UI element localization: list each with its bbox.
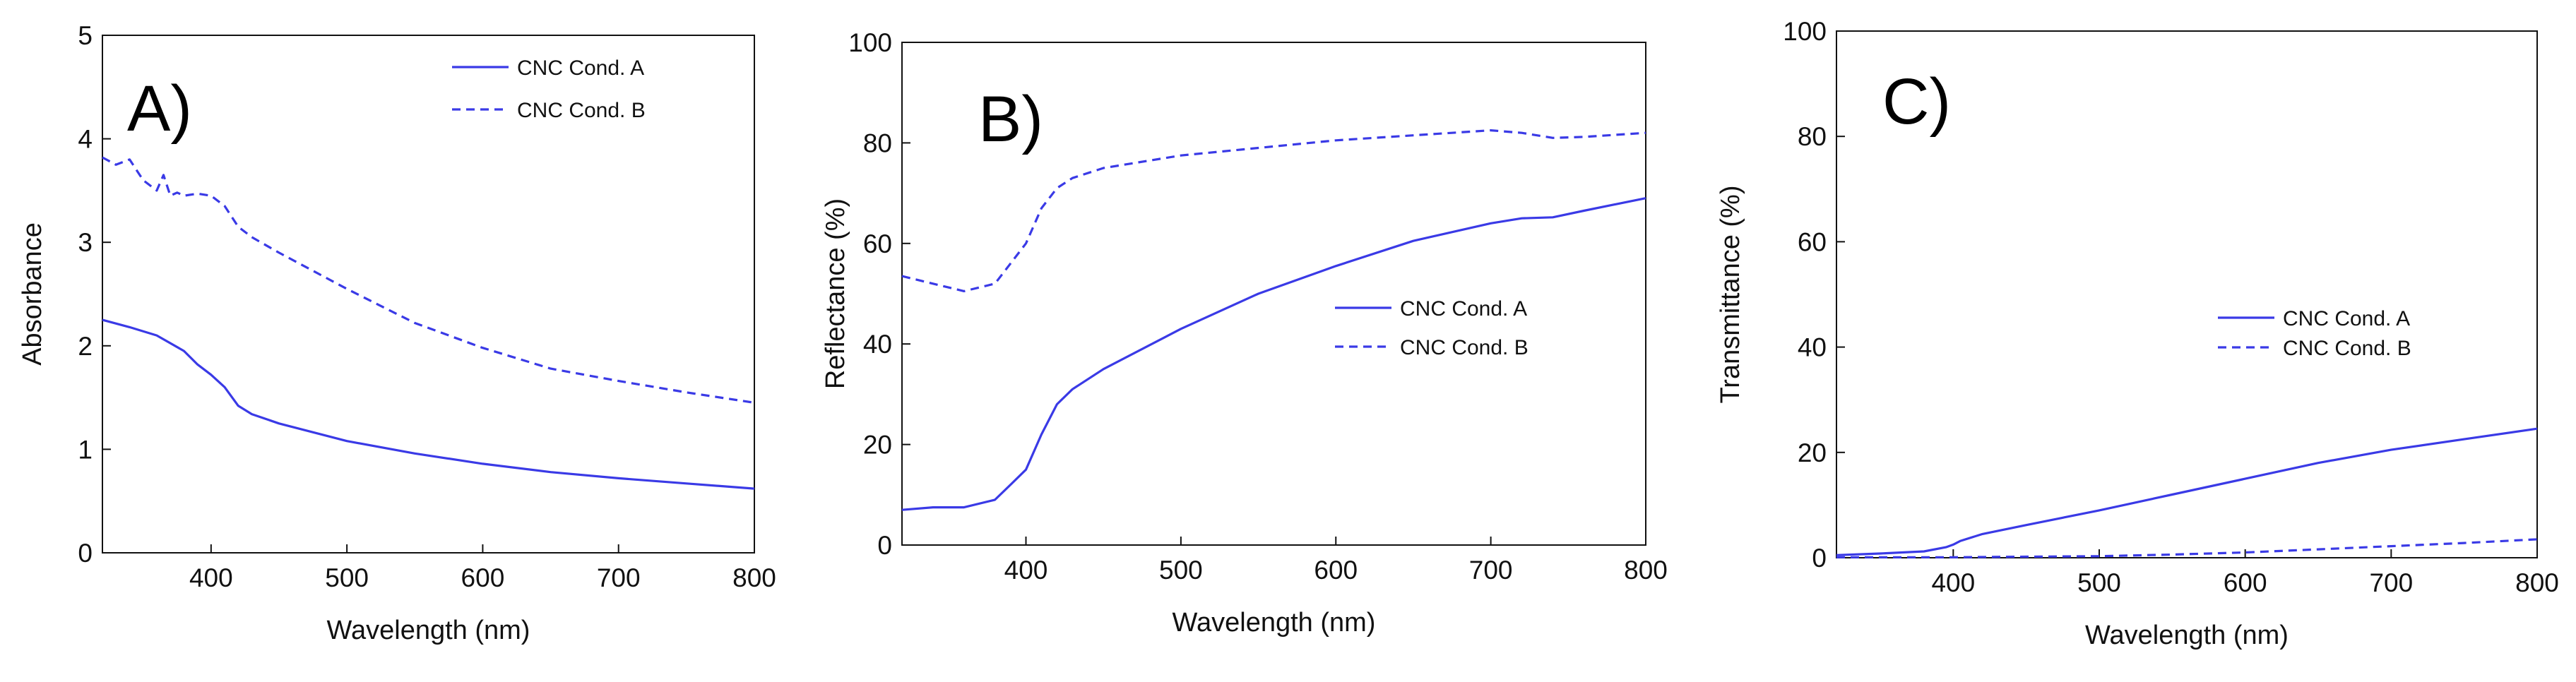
panel-b: B) Wavelength (nm) Reflectance (%) 400 50… — [821, 28, 1668, 638]
panel-a-series-cond-b-line — [102, 156, 755, 404]
panel-b-series-cond-b-line — [901, 129, 1646, 292]
panel-a-y-tick-label-3: 3 — [78, 228, 93, 257]
panel-c-y-tick-label-80: 80 — [1798, 122, 1827, 151]
panel-a-legend-label-cond-a: CNC Cond. A — [517, 56, 644, 80]
panel-b-x-tick-label-800: 800 — [1624, 556, 1668, 585]
panel-b-ticks: 400 500 600 700 800 0 20 40 60 80 100 — [848, 28, 1668, 585]
panel-a-label: A) — [127, 73, 192, 145]
panel-c-series-cond-b-line — [1836, 538, 2538, 558]
panel-c-legend-label-cond-b: CNC Cond. B — [2283, 337, 2411, 360]
panel-b-legend: CNC Cond. A CNC Cond. B — [1335, 297, 1529, 359]
panel-c-y-tick-label-60: 60 — [1798, 227, 1827, 256]
panel-a-y-tick-label-0: 0 — [78, 539, 93, 568]
panel-a-legend: CNC Cond. A CNC Cond. B — [452, 56, 646, 122]
panel-c-legend-label-cond-a: CNC Cond. A — [2283, 307, 2410, 330]
panel-a-legend-label-cond-b: CNC Cond. B — [517, 99, 646, 122]
panel-a-y-axis-label: Absorbance — [18, 222, 47, 366]
panel-a-y-tick-label-2: 2 — [78, 332, 93, 361]
panel-a-series — [102, 156, 755, 490]
panel-b-legend-label-cond-b: CNC Cond. B — [1400, 336, 1529, 359]
panel-c-x-tick-label-400: 400 — [1931, 568, 1975, 597]
panel-c-x-tick-label-500: 500 — [2077, 568, 2121, 597]
panel-c-y-tick-label-40: 40 — [1798, 333, 1827, 362]
panel-b-y-tick-label-80: 80 — [863, 128, 892, 157]
panel-b-series-cond-a-line — [901, 197, 1646, 511]
panel-a-x-tick-label-400: 400 — [189, 563, 233, 592]
panel-b-y-tick-label-60: 60 — [863, 229, 892, 258]
panel-b-y-tick-label-20: 20 — [863, 431, 892, 460]
panel-a-x-tick-label-600: 600 — [461, 563, 505, 592]
panel-b-x-tick-label-500: 500 — [1159, 556, 1203, 585]
panel-b-y-tick-label-100: 100 — [848, 28, 892, 57]
panel-b-y-tick-label-40: 40 — [863, 330, 892, 359]
panel-c-x-axis-label: Wavelength (nm) — [2085, 621, 2289, 650]
panel-c: C) Wavelength (nm) Transmittance (%) 400… — [1716, 17, 2559, 650]
panel-b-x-axis-label: Wavelength (nm) — [1173, 608, 1376, 638]
panel-c-y-tick-label-20: 20 — [1798, 438, 1827, 467]
panel-c-legend: CNC Cond. A CNC Cond. B — [2218, 307, 2411, 360]
panel-c-x-tick-label-800: 800 — [2515, 568, 2559, 597]
panel-c-y-tick-label-100: 100 — [1783, 17, 1827, 46]
panel-c-x-tick-label-700: 700 — [2369, 568, 2413, 597]
panel-a-y-tick-label-5: 5 — [78, 21, 93, 50]
panel-c-label: C) — [1882, 66, 1951, 138]
panel-b-legend-label-cond-a: CNC Cond. A — [1400, 297, 1527, 321]
panel-c-x-tick-label-600: 600 — [2224, 568, 2267, 597]
panel-c-series — [1836, 427, 2538, 558]
panel-a: A) Wavelength (nm) Absorbance 400 500 600 7… — [18, 21, 776, 645]
panel-a-y-tick-label-4: 4 — [78, 125, 93, 154]
panel-c-y-axis-label: Transmittance (%) — [1716, 186, 1745, 404]
panel-a-plot-frame — [102, 35, 755, 554]
panel-a-y-tick-label-1: 1 — [78, 435, 93, 464]
panel-b-y-axis-label: Reflectance (%) — [821, 198, 850, 389]
panel-a-x-tick-label-500: 500 — [325, 563, 369, 592]
panel-a-series-cond-a-line — [102, 318, 755, 490]
panel-b-label: B) — [978, 83, 1043, 155]
panel-a-x-tick-label-700: 700 — [597, 563, 641, 592]
panel-c-y-tick-label-0: 0 — [1812, 544, 1827, 573]
panel-a-ticks: 400 500 600 700 800 0 1 2 3 4 5 — [78, 21, 776, 592]
panel-b-plot-frame — [901, 42, 1646, 546]
panel-c-plot-frame — [1836, 30, 2538, 558]
panel-a-x-tick-label-800: 800 — [732, 563, 776, 592]
panel-a-x-axis-label: Wavelength (nm) — [327, 616, 530, 645]
panel-b-x-tick-label-700: 700 — [1469, 556, 1513, 585]
panel-b-y-tick-label-0: 0 — [877, 531, 892, 560]
panel-c-ticks: 400 500 600 700 800 0 20 40 60 80 100 — [1783, 17, 2559, 597]
panel-c-series-cond-a-line — [1836, 427, 2538, 556]
panel-b-x-tick-label-600: 600 — [1314, 556, 1358, 585]
panel-b-x-tick-label-400: 400 — [1004, 556, 1048, 585]
panel-b-series — [901, 129, 1646, 511]
